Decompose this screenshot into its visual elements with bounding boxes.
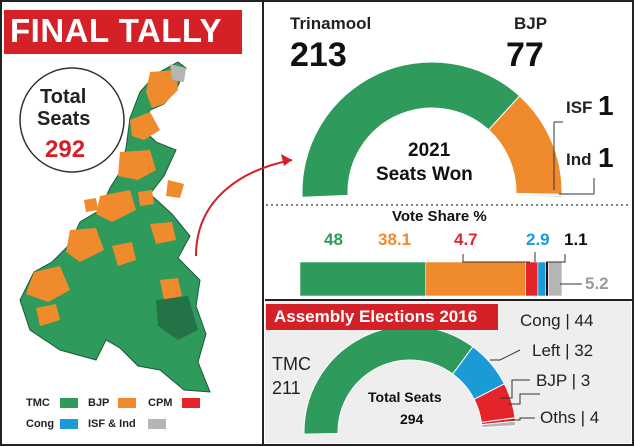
ind-party-name: Ind <box>566 150 592 169</box>
vote-label-cong: 2.9 <box>526 230 550 249</box>
seats-2021-leaders <box>553 121 595 195</box>
assembly-2016-title-band <box>266 304 498 330</box>
total-seats-label-line2: Seats <box>37 108 91 130</box>
assembly-2016-segment-tmc <box>303 325 474 435</box>
assembly-2016-label-left: Left | 32 <box>532 341 594 360</box>
vote-share-bar-tmc <box>299 261 427 297</box>
legend-swatch-isf-ind <box>148 419 166 429</box>
seats-2021-center-line2: Seats Won <box>376 164 473 185</box>
bjp-seats-value: 77 <box>506 36 544 74</box>
vote-label-others: 5.2 <box>585 274 609 293</box>
callout-arrow <box>195 159 293 257</box>
total-seats-circle <box>19 67 125 173</box>
assembly-2016-center-line2: 294 <box>400 411 424 427</box>
ind-seats-value: 1 <box>598 142 614 173</box>
assembly-2016-gauge <box>303 325 517 435</box>
vote-label-bjp: 38.1 <box>378 230 412 249</box>
page-title: FINAL TALLY <box>10 12 223 49</box>
title-banner <box>4 10 242 54</box>
vote-share-bar-cong <box>537 261 546 297</box>
vote-share-bar-others <box>548 261 563 297</box>
assembly-2016-label-cong: Cong | 44 <box>520 311 594 330</box>
assembly-2016-top-rule <box>265 299 633 301</box>
tmc-party-name: Trinamool <box>290 14 372 33</box>
assembly-2016-label-bjp: BJP | 3 <box>536 371 591 390</box>
assembly-2016-label-oths: Oths | 4 <box>540 408 600 427</box>
seats-2021-gauge <box>301 61 563 198</box>
total-seats-label-line1: Total <box>40 86 87 108</box>
legend-label-tmc: TMC <box>26 397 50 409</box>
seats-2021-segment-trinamool <box>301 61 521 198</box>
bjp-party-name: BJP <box>514 14 548 33</box>
legend-label-isf-ind: ISF & Ind <box>88 418 136 430</box>
assembly-2016-center-line1: Total Seats <box>368 389 442 405</box>
assembly-2016-leaders <box>490 349 540 421</box>
total-seats-value: 292 <box>45 136 86 163</box>
vote-label-isf-ind: 1.1 <box>564 230 588 249</box>
legend-swatch-cpm <box>182 398 200 408</box>
vote-share-title: Vote Share % <box>392 208 487 225</box>
legend-swatch-tmc <box>60 398 78 408</box>
assembly-2016-segment-oths <box>481 420 517 429</box>
vote-share-bar <box>299 261 563 297</box>
seats-2021-center-line1: 2021 <box>408 140 451 161</box>
vote-label-tmc: 48 <box>324 230 343 249</box>
callout-arrowhead <box>281 154 292 166</box>
vote-label-cpm: 4.7 <box>454 230 478 249</box>
vote-share-bar-cpm <box>525 261 539 297</box>
assembly-2016-tmc-name: TMC <box>272 354 311 374</box>
legend-label-cong: Cong <box>26 418 55 430</box>
vote-share-bar-bjp <box>425 261 526 297</box>
assembly-2016-tmc-value: 211 <box>272 378 301 398</box>
isf-party-name: ISF <box>566 98 593 117</box>
legend-label-bjp: BJP <box>88 397 110 409</box>
legend-label-cpm: CPM <box>148 397 173 409</box>
tmc-seats-value: 213 <box>290 36 347 74</box>
vote-share-leaders <box>462 252 582 285</box>
legend-swatch-cong <box>60 419 78 429</box>
isf-seats-value: 1 <box>598 90 614 121</box>
assembly-2016-title: Assembly Elections 2016 <box>274 307 478 326</box>
vote-share-bar-isf-ind <box>545 261 549 297</box>
seats-2021-segment-ind <box>515 193 563 198</box>
legend-swatch-bjp <box>118 398 136 408</box>
west-bengal-map <box>19 61 211 393</box>
